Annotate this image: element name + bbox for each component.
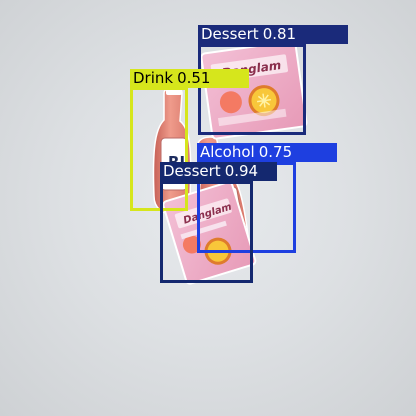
bbox-dessert-bottom xyxy=(160,181,253,283)
candy-box-top: Danglam xyxy=(200,40,308,140)
tag-dessert-top-score: 0.81 xyxy=(262,25,297,43)
tag-drink-score: 0.51 xyxy=(177,69,211,87)
tag-alcohol-score: 0.75 xyxy=(258,143,293,161)
tag-drink: Drink 0.51 xyxy=(130,69,249,88)
tag-dessert-bottom-label: Dessert xyxy=(163,162,221,180)
bbox-dessert-top xyxy=(198,44,306,135)
tag-alcohol-label: Alcohol xyxy=(200,143,255,161)
tag-dessert-top: Dessert 0.81 xyxy=(198,25,348,44)
bbox-drink xyxy=(130,87,188,211)
tag-alcohol: Alcohol 0.75 xyxy=(197,143,337,162)
tag-dessert-bottom-score: 0.94 xyxy=(224,162,259,180)
tag-drink-label: Drink xyxy=(133,69,174,87)
tag-dessert-top-label: Dessert xyxy=(201,25,259,43)
tag-dessert-bottom: Dessert 0.94 xyxy=(160,162,277,181)
